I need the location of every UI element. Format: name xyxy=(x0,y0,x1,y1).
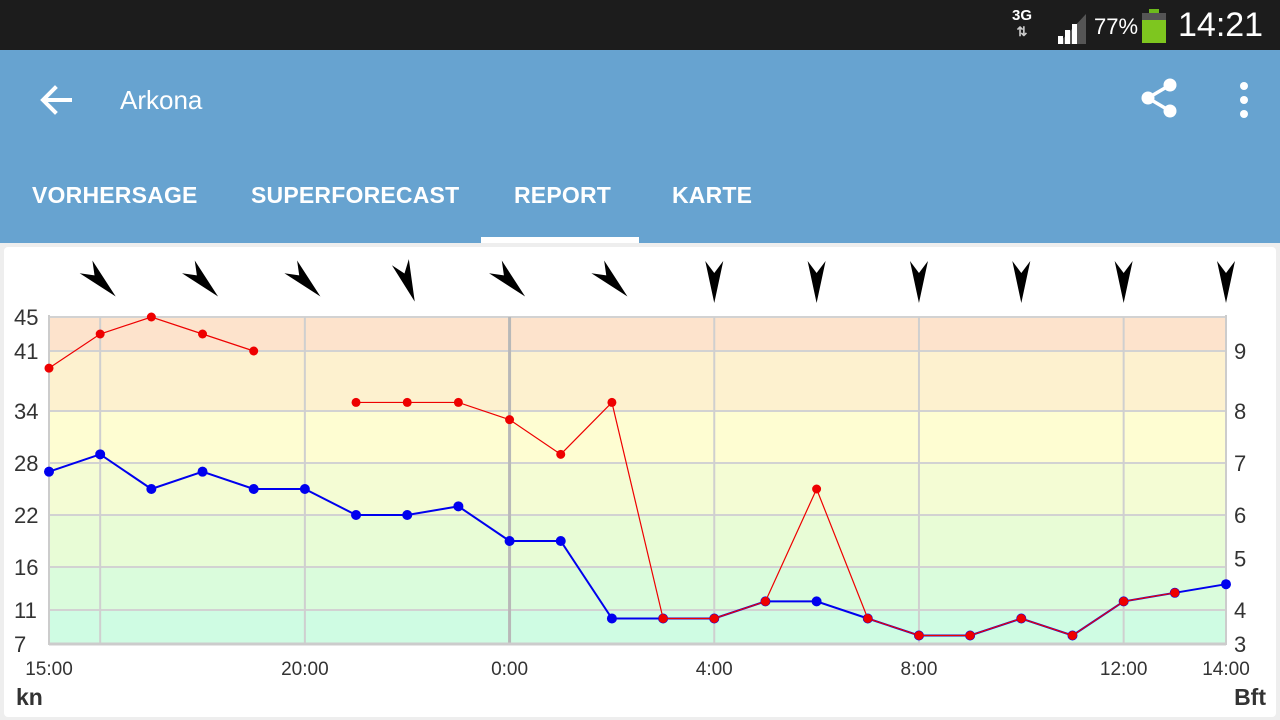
data-point xyxy=(453,501,464,512)
page-title: Arkona xyxy=(120,85,203,115)
data-point xyxy=(146,312,156,322)
data-point xyxy=(402,397,412,407)
y-right-unit-label: Bft xyxy=(1234,684,1266,710)
clock: 14:21 xyxy=(1178,6,1264,44)
data-point xyxy=(351,510,362,520)
battery-percent: 77% xyxy=(1094,14,1139,39)
data-point xyxy=(504,536,515,546)
data-point xyxy=(863,614,873,623)
x-tick-label: 4:00 xyxy=(696,659,733,680)
wind-direction-arrow-icon xyxy=(807,261,826,303)
data-point xyxy=(811,596,822,607)
y-right-tick-label: 5 xyxy=(1234,546,1246,571)
wind-direction-arrow-icon xyxy=(182,260,219,297)
wind-direction-arrow-icon xyxy=(1012,261,1031,303)
wind-direction-arrow-icon xyxy=(79,260,116,297)
y-left-tick-label: 16 xyxy=(14,555,38,580)
wind-direction-arrow-icon xyxy=(1217,261,1235,303)
data-point xyxy=(1221,579,1231,590)
network-indicator: 3G ⇅ xyxy=(1012,8,1032,40)
data-point xyxy=(555,536,566,546)
tab-vorhersage[interactable]: VORHERSAGE xyxy=(32,182,198,208)
data-activity-icon: ⇅ xyxy=(1016,24,1028,39)
data-point xyxy=(914,631,924,640)
y-left-tick-label: 34 xyxy=(14,399,38,424)
y-right-tick-label: 6 xyxy=(1234,503,1246,528)
data-point xyxy=(1119,596,1129,606)
tab-karte[interactable]: KARTE xyxy=(672,182,753,208)
y-right-tick-label: 3 xyxy=(1234,632,1246,657)
data-point xyxy=(198,329,208,339)
y-left-tick-label: 28 xyxy=(14,451,38,476)
data-point xyxy=(965,631,975,640)
report-chart-card: 7 11 16 22 28 34 41 45 3 4 5 6 7 8 9 15:00 20:00 0:00 4:00… xyxy=(4,247,1276,717)
x-tick-label: 12:00 xyxy=(1100,659,1148,680)
data-point xyxy=(248,484,259,494)
data-point xyxy=(1067,631,1077,640)
y-right-tick-label: 8 xyxy=(1234,399,1246,424)
data-point xyxy=(44,466,54,477)
data-point xyxy=(197,466,208,477)
y-left-unit-label: kn xyxy=(16,684,43,710)
chart-band xyxy=(49,515,1226,567)
wind-direction-arrow-icon xyxy=(591,260,628,297)
y-right-tick-label: 4 xyxy=(1234,598,1246,623)
y-right-tick-label: 9 xyxy=(1234,339,1246,364)
data-point xyxy=(351,397,361,407)
data-point xyxy=(453,397,463,407)
wind-direction-arrow-icon xyxy=(489,260,526,297)
y-right-tick-label: 7 xyxy=(1234,451,1246,476)
data-point xyxy=(44,363,54,373)
app-bar: Arkona VORHERSAGE SUPERFORECAST REPORT K… xyxy=(0,50,1280,243)
data-point xyxy=(95,329,105,339)
x-tick-label: 14:00 xyxy=(1202,659,1250,680)
data-point xyxy=(760,596,770,606)
data-point xyxy=(812,484,822,494)
data-point xyxy=(1170,588,1180,598)
wind-direction-arrow-icon xyxy=(1114,261,1133,303)
battery-icon xyxy=(1142,9,1166,43)
data-point xyxy=(1016,614,1026,623)
tab-superforecast[interactable]: SUPERFORECAST xyxy=(251,182,460,208)
data-point xyxy=(606,613,617,624)
status-bar: 3G ⇅ 77% 14:21 xyxy=(0,0,1280,50)
data-point xyxy=(95,449,106,460)
y-left-tick-label: 45 xyxy=(14,305,38,330)
more-vert-icon[interactable] xyxy=(1232,78,1256,122)
y-left-tick-label: 7 xyxy=(14,632,26,657)
y-left-tick-label: 11 xyxy=(14,598,37,623)
data-point xyxy=(556,449,566,459)
data-point xyxy=(658,614,668,623)
x-tick-label: 8:00 xyxy=(900,659,937,680)
wind-direction-arrow-icon xyxy=(284,260,321,297)
chart-band xyxy=(49,567,1226,610)
tab-indicator xyxy=(481,237,639,243)
x-tick-label: 20:00 xyxy=(281,659,329,680)
arrow-left-icon[interactable] xyxy=(36,80,76,120)
data-point xyxy=(505,415,515,425)
y-left-tick-label: 22 xyxy=(14,503,38,528)
tab-report[interactable]: REPORT xyxy=(514,182,612,208)
chart-band xyxy=(49,351,1226,411)
data-point xyxy=(146,484,157,494)
network-type: 3G xyxy=(1012,7,1033,24)
wind-direction-arrow-icon xyxy=(705,261,724,303)
wind-direction-arrow-icon xyxy=(391,259,415,302)
chart-band xyxy=(49,463,1226,515)
share-icon[interactable] xyxy=(1138,76,1182,120)
data-point xyxy=(607,397,617,407)
y-left-tick-label: 41 xyxy=(14,339,38,364)
data-point xyxy=(402,510,413,520)
x-tick-label: 0:00 xyxy=(491,659,528,680)
chart-band xyxy=(49,610,1226,644)
chart-band xyxy=(49,411,1226,463)
chart-band xyxy=(49,317,1226,351)
signal-icon xyxy=(1058,14,1086,44)
data-point xyxy=(299,484,310,494)
data-point xyxy=(249,346,259,356)
data-point xyxy=(709,614,719,623)
x-tick-label: 15:00 xyxy=(25,659,73,680)
wind-direction-arrow-icon xyxy=(909,261,928,303)
